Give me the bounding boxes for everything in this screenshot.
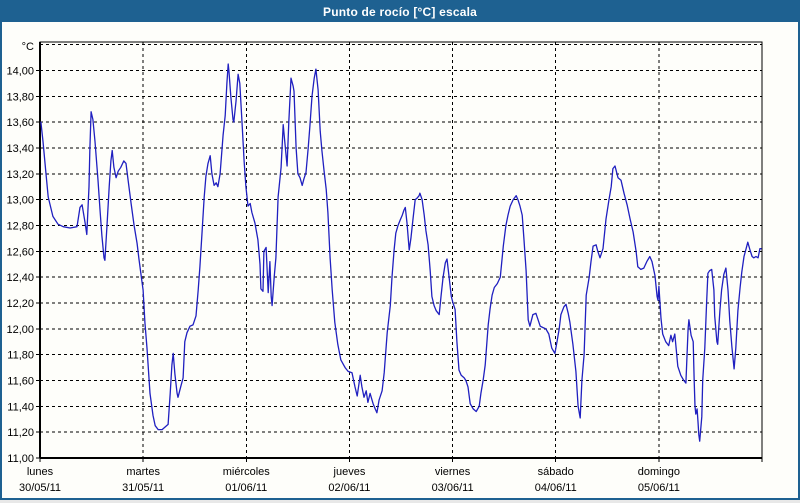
- x-date-label: 03/06/11: [432, 482, 474, 494]
- y-tick-label: 12,00: [6, 324, 34, 336]
- dewpoint-chart: 14,00 13,80 13,60 13,40 13,20 13,00 12,80 12,60…: [6, 41, 763, 494]
- window-title: Punto de rocío [°C] escala: [322, 5, 478, 19]
- y-tick-label: 11,40: [7, 401, 34, 413]
- x-day-label: domingo: [638, 466, 680, 478]
- y-tick-label: 12,40: [6, 272, 34, 284]
- x-date-label: 04/06/11: [535, 482, 577, 494]
- x-date-label: 01/06/11: [225, 482, 267, 494]
- y-tick-label: 13,80: [6, 91, 34, 103]
- x-day-label: lunes: [27, 466, 54, 478]
- dewpoint-line: [40, 63, 762, 442]
- chart-area: 14,00 13,80 13,60 13,40 13,20 13,00 12,80 12,60…: [2, 22, 798, 498]
- x-day-label: jueves: [333, 466, 366, 478]
- y-tick-label: 13,40: [6, 143, 34, 155]
- y-tick-label: 13,60: [6, 117, 34, 129]
- x-day-label: martes: [126, 466, 160, 478]
- window-titlebar[interactable]: Punto de rocío [°C] escala: [2, 2, 798, 22]
- y-tick-label: 11,80: [7, 350, 34, 362]
- x-date-label: 05/06/11: [638, 482, 680, 494]
- y-tick-label: 14,00: [6, 65, 34, 77]
- plot-area: [40, 42, 762, 458]
- x-date-label: 30/05/11: [19, 482, 61, 494]
- y-tick-label: 11,00: [7, 453, 34, 465]
- y-tick-label: 11,20: [7, 427, 34, 439]
- y-tick-label: 13,20: [6, 169, 34, 181]
- x-day-label: viernes: [435, 466, 471, 478]
- y-tick-label: 12,20: [6, 298, 34, 310]
- x-day-label: miércoles: [223, 466, 271, 478]
- x-date-label: 31/05/11: [122, 482, 164, 494]
- y-tick-label: 12,60: [6, 246, 34, 258]
- x-date-label: 02/06/11: [328, 482, 370, 494]
- y-tick-label: 11,60: [7, 375, 34, 387]
- y-axis-unit-label: °C: [22, 41, 34, 53]
- y-tick-label: 13,00: [6, 195, 34, 207]
- x-day-label: sábado: [538, 466, 574, 478]
- y-tick-label: 12,80: [6, 220, 34, 232]
